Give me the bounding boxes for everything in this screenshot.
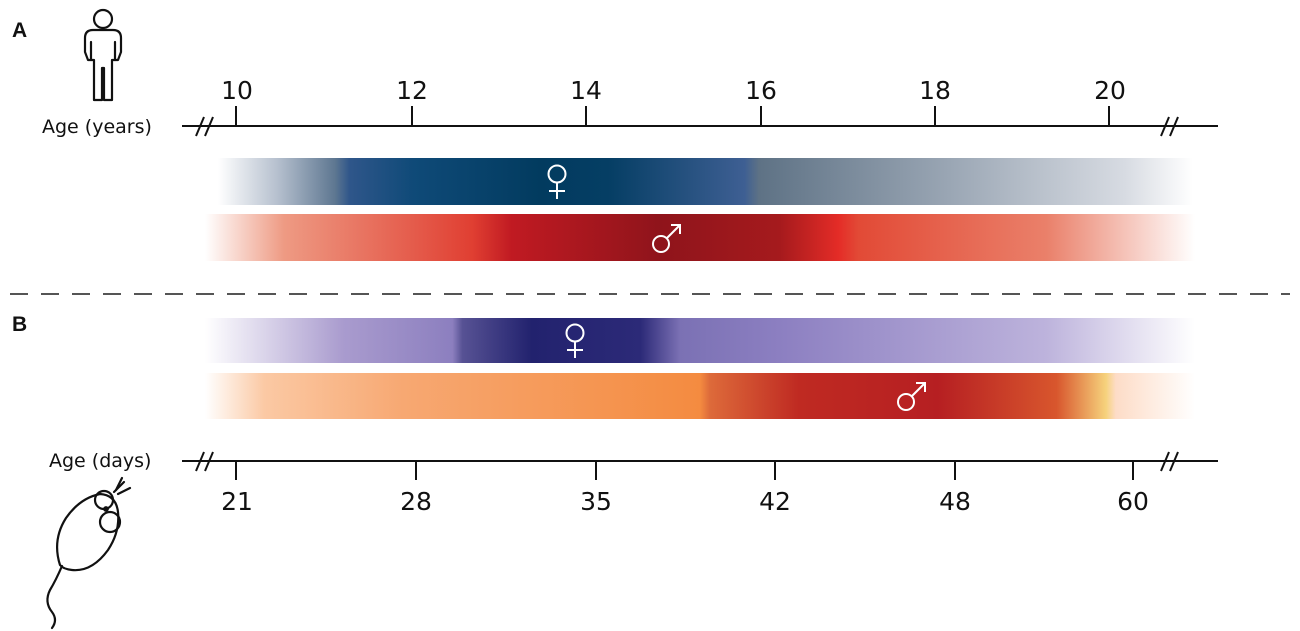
mouse-icon: [46, 476, 132, 630]
tick-label: 28: [400, 487, 432, 516]
male-bar-a: [205, 214, 1195, 261]
female-symbol-icon: [547, 164, 567, 199]
panel-b-letter: B: [12, 313, 27, 336]
tick-label: 48: [939, 487, 971, 516]
axis-title-days: Age (days): [49, 450, 151, 472]
tick-label: 18: [919, 76, 951, 105]
tick-label: 10: [221, 76, 253, 105]
panel-a: A Age (years) 10 12 14 16 18: [12, 8, 1218, 261]
tick-label: 14: [570, 76, 602, 105]
tick-label: 42: [759, 487, 791, 516]
female-bar-b: [205, 318, 1195, 363]
female-bar-a: [218, 158, 1193, 205]
female-symbol-icon: [565, 323, 585, 358]
axis-days: [182, 451, 1218, 480]
male-symbol-icon: [652, 224, 681, 253]
human-icon: [83, 8, 123, 102]
tick-label: 16: [745, 76, 777, 105]
tick-label: 60: [1117, 487, 1149, 516]
male-symbol-icon: [897, 382, 926, 411]
panel-b: B Age (days) 21 28 35: [12, 313, 1218, 630]
tick-label: 20: [1094, 76, 1126, 105]
tick-label: 21: [221, 487, 253, 516]
tick-label: 35: [580, 487, 612, 516]
male-bar-b: [205, 373, 1195, 419]
axis-title-years: Age (years): [42, 116, 152, 138]
axis-years: [182, 106, 1218, 137]
panel-a-letter: A: [12, 19, 27, 42]
tick-label: 12: [396, 76, 428, 105]
